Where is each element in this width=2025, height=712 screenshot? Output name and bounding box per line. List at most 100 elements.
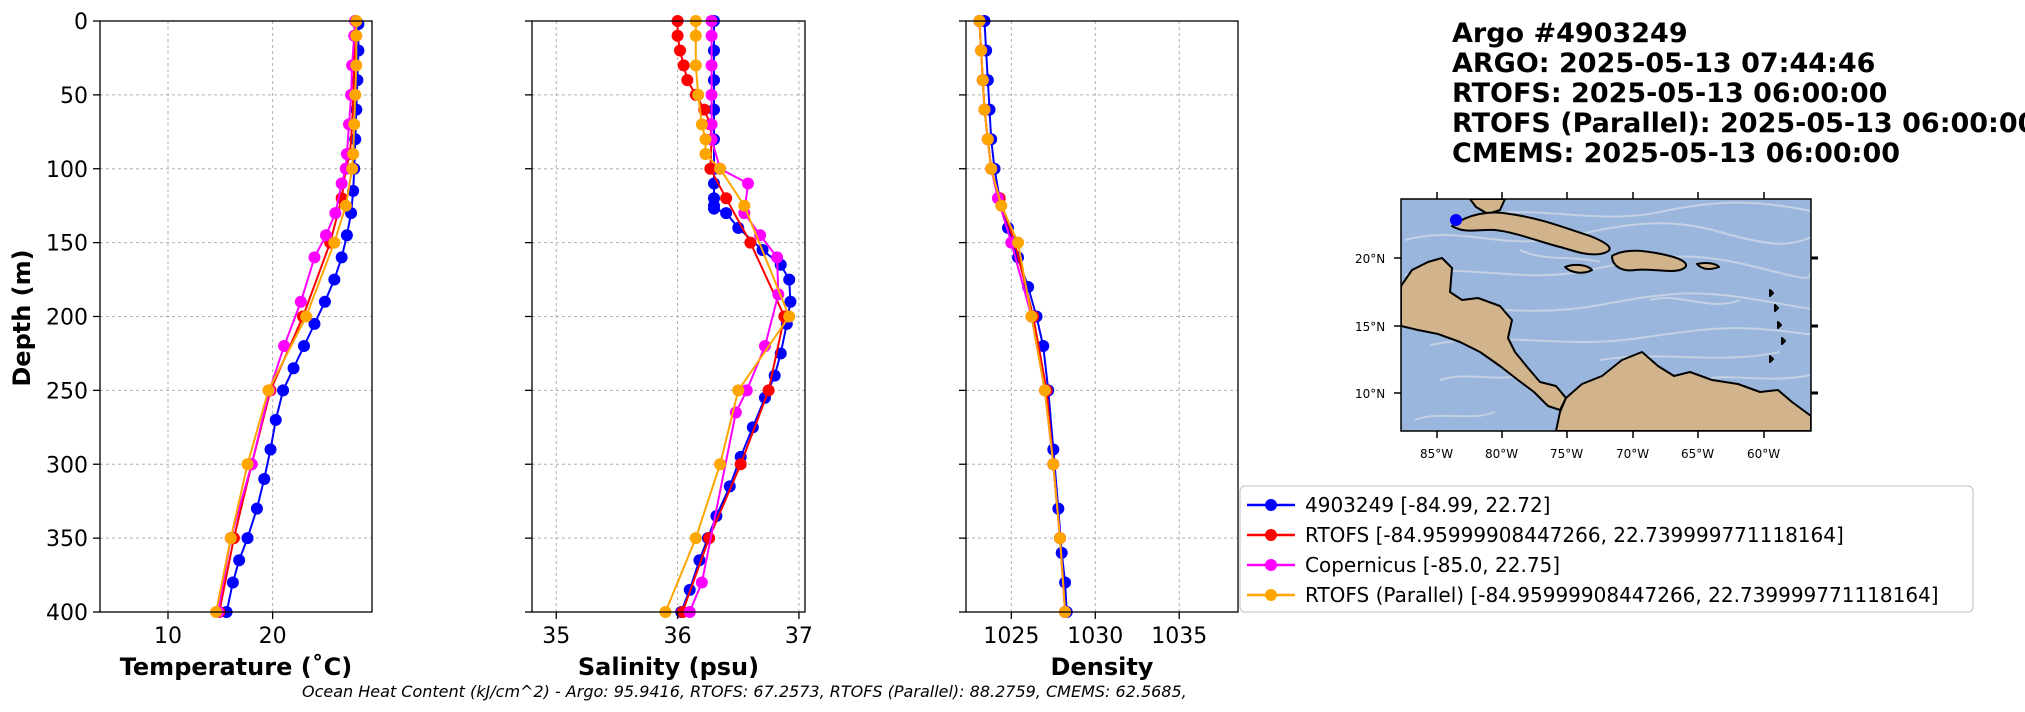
temperature-data-point: [340, 229, 353, 242]
temperature-data-point: [318, 295, 331, 308]
density-data-point: [975, 44, 988, 57]
temperature-x-tick-label: 20: [259, 624, 287, 649]
header-rtofs-parallel-time: RTOFS (Parallel): 2025-05-13 06:00:00: [1452, 108, 2025, 139]
density-data-point: [1052, 502, 1065, 515]
salinity-data-point: [783, 273, 796, 286]
salinity-series-line: [680, 21, 792, 613]
density-data-point: [1059, 576, 1072, 589]
salinity-data-point: [714, 458, 727, 471]
temperature-data-point: [226, 576, 239, 589]
temperature-data-point: [339, 199, 352, 212]
salinity-data-point: [705, 59, 718, 72]
temperature-data-point: [269, 413, 282, 426]
argo-float-location-marker: [1450, 214, 1462, 226]
temperature-data-point: [308, 317, 321, 330]
map-lon-label: 60°W: [1747, 447, 1780, 461]
header-argo-time: ARGO: 2025-05-13 07:44:46: [1452, 48, 1875, 79]
depth-axis-label: Depth (m): [8, 249, 36, 386]
density-data-point: [1054, 532, 1067, 545]
temperature-data-point: [335, 251, 348, 264]
salinity-data-point: [708, 44, 720, 57]
temperature-data-point: [347, 184, 360, 197]
salinity-x-tick-label: 35: [542, 624, 570, 649]
salinity-data-point: [734, 458, 747, 471]
density-data-point: [1037, 340, 1050, 353]
map-lat-label: 15°N: [1355, 320, 1385, 334]
density-data-point: [985, 162, 998, 175]
salinity-data-point: [704, 162, 717, 175]
salinity-data-point: [692, 88, 705, 101]
salinity-data-point: [708, 202, 720, 215]
temperature-data-point: [335, 177, 348, 190]
legend-entry: RTOFS (Parallel) [-84.95999908447266, 22…: [1247, 583, 1939, 607]
temperature-data-point: [277, 384, 290, 397]
temperature-data-point: [350, 59, 363, 72]
legend-label-rtofs-parallel: RTOFS (Parallel) [-84.95999908447266, 22…: [1305, 583, 1939, 607]
salinity-data-point: [732, 384, 745, 397]
temperature-data-point: [300, 310, 313, 323]
temperature-data-point: [328, 273, 341, 286]
temperature-data-point: [349, 88, 362, 101]
salinity-x-tick-label: 36: [664, 624, 692, 649]
temperature-data-point: [319, 229, 332, 242]
temperature-data-point: [241, 458, 254, 471]
density-data-point: [978, 103, 991, 116]
density-data-point: [1038, 384, 1051, 397]
salinity-data-point: [705, 29, 718, 42]
legend-entry: 4903249 [-84.99, 22.72]: [1247, 493, 1550, 517]
salinity-data-point: [720, 207, 733, 220]
depth-tick-label: 100: [46, 158, 88, 183]
salinity-data-point: [674, 44, 687, 57]
salinity-data-point: [681, 74, 694, 87]
location-map: 85°W 80°W 75°W 70°W 65°W 60°W 20°N 15°N …: [1355, 192, 1818, 461]
density-data-point: [981, 133, 994, 146]
salinity-profile-panel: 35 36 37 Salinity (psu): [525, 15, 813, 681]
salinity-data-point: [720, 192, 733, 205]
density-data-point: [995, 199, 1008, 212]
temperature-data-point: [350, 29, 363, 42]
temperature-series-line: [225, 24, 360, 613]
salinity-data-point: [738, 199, 751, 212]
temperature-data-point: [233, 554, 246, 567]
legend-entry: Copernicus [-85.0, 22.75]: [1247, 553, 1560, 577]
salinity-data-point: [784, 295, 797, 308]
temperature-x-tick-label: 10: [154, 624, 182, 649]
density-data-point: [1047, 458, 1060, 471]
salinity-data-point: [744, 236, 757, 249]
map-lon-label: 85°W: [1420, 447, 1453, 461]
map-lon-label: 65°W: [1681, 447, 1714, 461]
salinity-data-point: [714, 162, 727, 175]
density-x-tick-label: 1030: [1067, 624, 1123, 649]
temperature-data-point: [294, 295, 307, 308]
salinity-data-point: [689, 59, 702, 72]
salinity-data-point: [708, 74, 720, 87]
temperature-data-point: [262, 384, 275, 397]
salinity-plot-frame: [531, 20, 806, 613]
salinity-data-point: [695, 118, 708, 131]
legend-label-argo: 4903249 [-84.99, 22.72]: [1305, 493, 1550, 517]
density-x-tick-label: 1025: [983, 624, 1039, 649]
salinity-data-point: [783, 310, 796, 323]
temperature-data-point: [287, 362, 300, 375]
salinity-data-point: [699, 147, 712, 160]
map-lat-label: 10°N: [1355, 387, 1385, 401]
legend: 4903249 [-84.99, 22.72] RTOFS [-84.95999…: [1239, 485, 1974, 613]
map-frame: [1400, 198, 1812, 432]
temperature-axis-label: Temperature (˚C): [120, 653, 353, 681]
map-lon-label: 70°W: [1616, 447, 1649, 461]
temperature-data-point: [329, 207, 342, 220]
temperature-data-point: [298, 340, 310, 353]
header-rtofs-time: RTOFS: 2025-05-13 06:00:00: [1452, 78, 1887, 109]
temperature-data-point: [346, 162, 359, 175]
salinity-data-point: [741, 177, 754, 190]
salinity-data-point: [705, 88, 718, 101]
depth-tick-label: 150: [46, 232, 88, 257]
temperature-data-point: [308, 251, 321, 264]
map-lon-label: 75°W: [1550, 447, 1583, 461]
depth-tick-label: 50: [60, 84, 88, 109]
salinity-data-point: [699, 133, 712, 146]
density-data-point: [1025, 310, 1038, 323]
header-block: Argo #4903249 ARGO: 2025-05-13 07:44:46 …: [1452, 18, 2025, 169]
